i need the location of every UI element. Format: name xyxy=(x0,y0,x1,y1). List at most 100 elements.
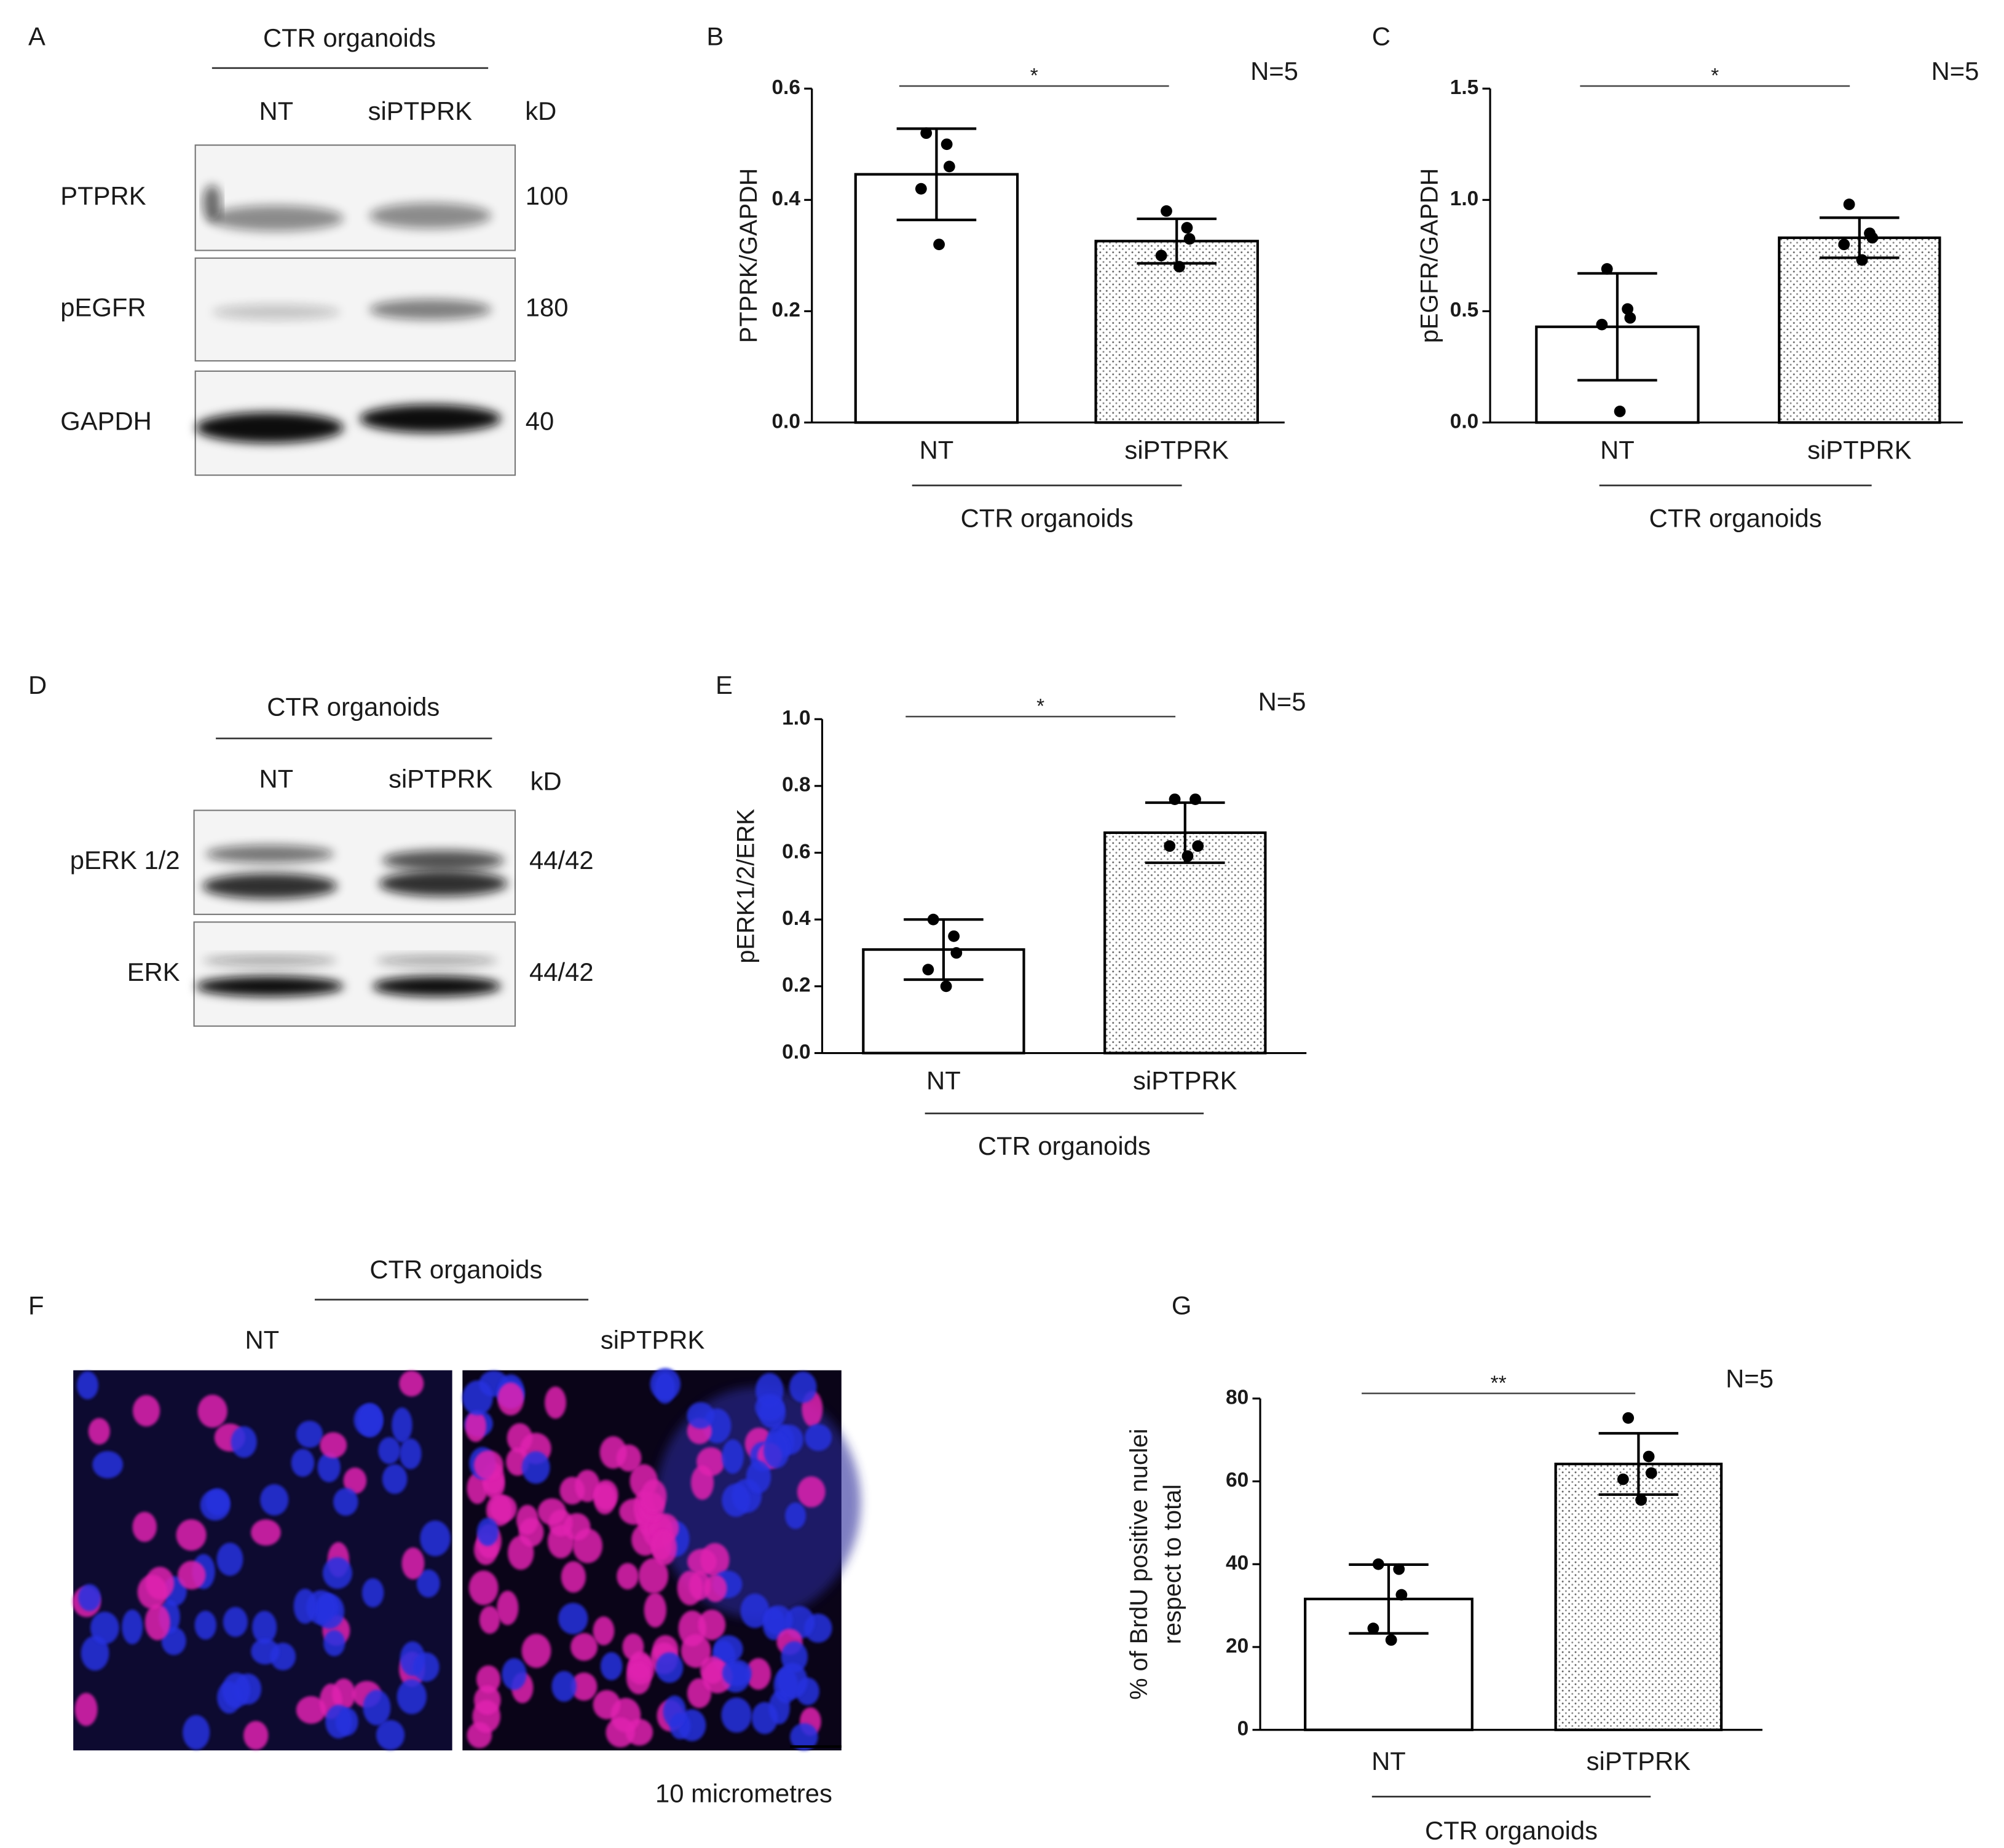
nucleus xyxy=(74,1693,98,1726)
data-point xyxy=(1856,254,1868,266)
nucleus xyxy=(545,1386,567,1419)
data-point xyxy=(1614,405,1626,417)
nucleus xyxy=(465,1410,487,1442)
lane-label: siPTPRK xyxy=(368,96,473,125)
x-tick-label: NT xyxy=(1371,1747,1406,1775)
nucleus xyxy=(317,1452,341,1482)
x-tick-label: siPTPRK xyxy=(1807,436,1912,465)
nucleus xyxy=(704,1575,727,1602)
x-tick-label: NT xyxy=(926,1066,961,1095)
y-tick-label: 60 xyxy=(1226,1469,1249,1492)
nucleus xyxy=(486,1494,512,1527)
data-point xyxy=(922,964,934,976)
y-axis-label: respect to total xyxy=(1159,1484,1186,1644)
significance-label: ** xyxy=(1491,1372,1507,1394)
lane-label: siPTPRK xyxy=(389,765,493,793)
nucleus xyxy=(243,1721,269,1750)
nucleus xyxy=(194,1610,216,1640)
data-point xyxy=(920,127,933,140)
row-label: pERK 1/2 xyxy=(70,846,180,875)
data-point xyxy=(1601,263,1613,275)
nucleus xyxy=(132,1512,157,1542)
data-point xyxy=(950,947,963,959)
kd-label: 44/42 xyxy=(529,957,594,986)
y-axis-label: pERK1/2/ERK xyxy=(733,809,760,964)
group-label: CTR organoids xyxy=(369,1255,542,1284)
nucleus xyxy=(617,1563,639,1590)
nucleus xyxy=(378,1437,401,1465)
nucleus xyxy=(88,1418,110,1445)
data-point xyxy=(1596,318,1608,331)
annotation: N=5 xyxy=(1931,57,1979,85)
nucleus xyxy=(763,1605,793,1635)
y-tick-label: 0 xyxy=(1237,1718,1249,1740)
panel-letter: C xyxy=(1372,22,1391,51)
nucleus xyxy=(296,1420,323,1448)
nucleus xyxy=(183,1715,210,1750)
nucleus xyxy=(200,1489,231,1521)
y-tick-label: 0.4 xyxy=(782,907,811,930)
nucleus xyxy=(687,1549,717,1575)
blot-band xyxy=(382,850,505,871)
data-point xyxy=(943,160,955,173)
blot-band xyxy=(379,870,508,897)
y-tick-label: 0.5 xyxy=(1450,299,1478,321)
data-point xyxy=(933,238,945,251)
nucleus xyxy=(357,1403,384,1437)
data-point xyxy=(1181,222,1193,234)
y-tick-label: 1.5 xyxy=(1450,76,1478,99)
nucleus xyxy=(777,1662,808,1699)
data-point xyxy=(1173,261,1185,273)
nucleus xyxy=(785,1502,807,1529)
blot-band xyxy=(360,404,502,433)
data-point xyxy=(941,138,953,151)
data-point xyxy=(1617,1473,1629,1485)
data-point xyxy=(1169,793,1181,805)
nucleus xyxy=(797,1476,826,1508)
nucleus xyxy=(551,1670,577,1702)
nucleus xyxy=(361,1578,384,1608)
kd-label: 100 xyxy=(526,181,569,210)
nucleus xyxy=(722,1659,752,1686)
nucleus xyxy=(497,1590,519,1626)
annotation: N=5 xyxy=(1250,57,1298,85)
nucleus xyxy=(293,1589,317,1624)
x-tick-label: NT xyxy=(1600,436,1635,465)
data-point xyxy=(1395,1589,1408,1601)
y-tick-label: 0.8 xyxy=(782,774,810,796)
nucleus xyxy=(722,1484,751,1517)
data-point xyxy=(948,930,960,942)
nucleus xyxy=(363,1689,391,1726)
nucleus xyxy=(476,1665,501,1694)
nucleus xyxy=(92,1451,124,1479)
y-tick-label: 0.4 xyxy=(771,187,800,210)
x-tick-label: siPTPRK xyxy=(1587,1747,1691,1775)
nucleus xyxy=(320,1432,347,1458)
nucleus xyxy=(537,1498,566,1525)
nucleus xyxy=(251,1519,281,1546)
annotation: N=5 xyxy=(1258,687,1306,716)
nucleus xyxy=(497,1382,524,1416)
y-axis-label: % of BrdU positive nuclei xyxy=(1126,1429,1153,1700)
nucleus xyxy=(721,1697,752,1733)
y-tick-label: 0.0 xyxy=(782,1040,810,1063)
nucleus xyxy=(558,1603,588,1635)
y-tick-label: 80 xyxy=(1226,1386,1249,1409)
nucleus xyxy=(137,1575,168,1610)
nucleus xyxy=(291,1449,315,1477)
nucleus xyxy=(677,1570,703,1606)
kd-label: 40 xyxy=(526,407,554,436)
nucleus xyxy=(252,1611,277,1644)
micrograph-image xyxy=(73,1370,452,1751)
y-tick-label: 0.6 xyxy=(771,76,800,99)
nucleus xyxy=(626,1662,652,1694)
nucleus xyxy=(78,1584,101,1611)
kd-label: 44/42 xyxy=(529,846,594,875)
nucleus xyxy=(516,1504,538,1535)
scale-bar-label: 10 micrometres xyxy=(655,1779,832,1807)
nucleus xyxy=(476,1517,499,1546)
unit-label: kD xyxy=(531,767,562,796)
nucleus xyxy=(652,1530,677,1565)
nucleus xyxy=(473,1450,503,1480)
